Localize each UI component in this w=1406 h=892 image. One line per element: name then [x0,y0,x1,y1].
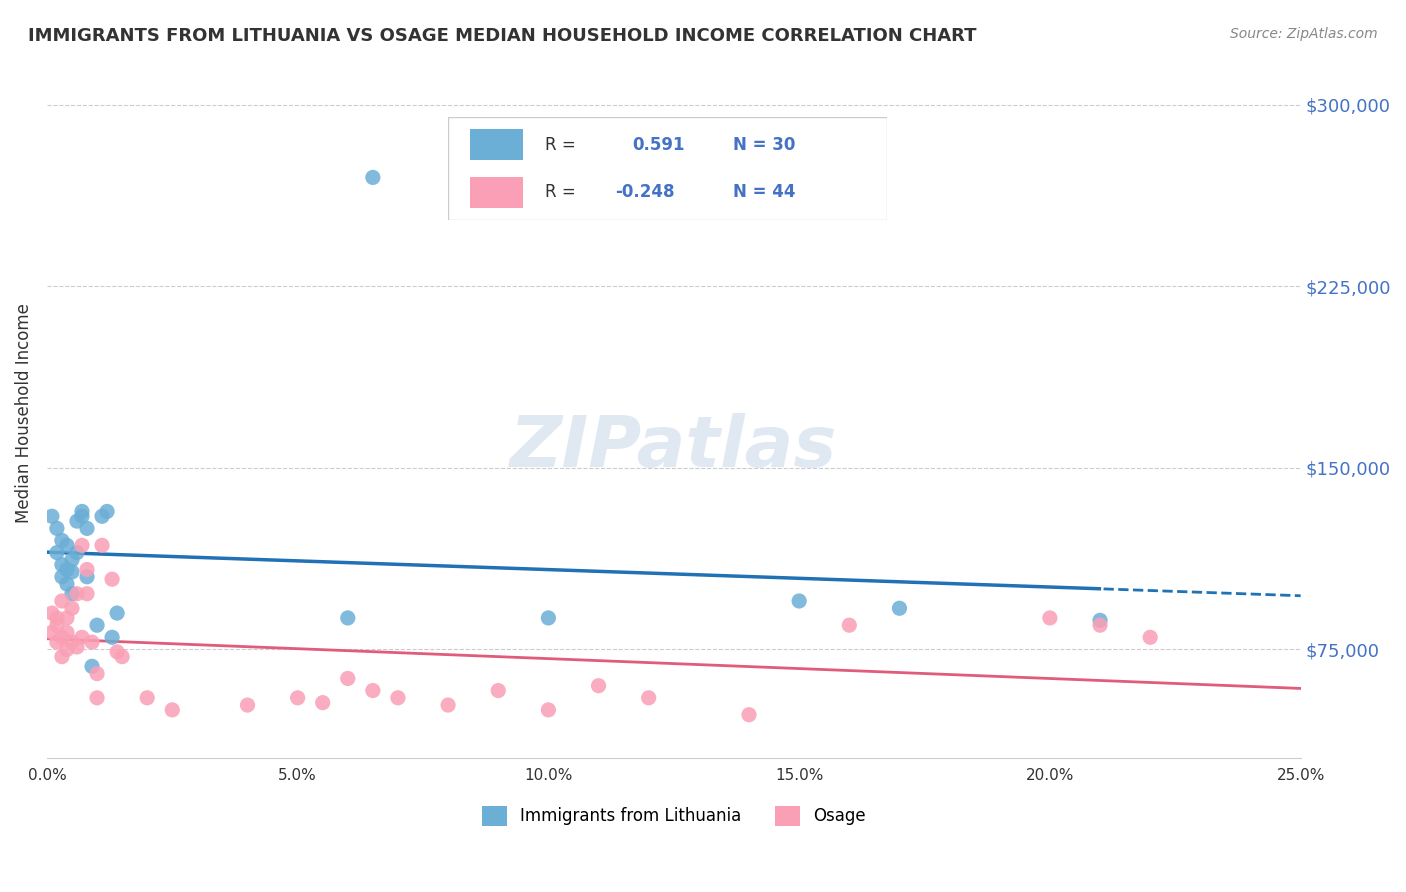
Point [105,645,128,659]
Point [60,635,83,649]
Point [80,635,103,649]
Point [437,698,460,712]
Text: IMMIGRANTS FROM LITHUANIA VS OSAGE MEDIAN HOUSEHOLD INCOME CORRELATION CHART: IMMIGRANTS FROM LITHUANIA VS OSAGE MEDIA… [28,27,977,45]
Point [56,562,79,576]
Point [336,672,359,686]
Point [51,594,73,608]
Point [45,635,67,649]
Point [60,601,83,615]
Point [41,625,63,640]
Point [76,570,98,584]
Point [51,533,73,548]
Point [838,618,860,632]
Point [66,514,89,528]
Point [787,594,810,608]
Point [361,170,384,185]
Point [60,553,83,567]
Point [66,545,89,559]
Point [387,690,409,705]
Point [537,703,560,717]
Point [86,666,108,681]
Point [136,690,159,705]
Point [56,538,79,552]
Point [162,703,184,717]
Point [41,509,63,524]
Point [76,562,98,576]
Point [91,509,114,524]
Point [336,611,359,625]
Point [70,504,93,518]
Point [56,611,79,625]
Point [1039,611,1062,625]
Point [105,606,128,620]
Point [1088,618,1111,632]
Point [70,538,93,552]
Point [70,509,93,524]
Point [1139,630,1161,644]
Point [80,659,103,673]
Point [312,696,335,710]
Point [537,611,560,625]
Point [70,630,93,644]
Point [86,618,108,632]
Point [51,570,73,584]
Point [51,630,73,644]
Point [637,690,659,705]
Point [101,630,124,644]
Point [889,601,911,615]
Point [287,690,309,705]
Legend: Immigrants from Lithuania, Osage: Immigrants from Lithuania, Osage [475,799,872,833]
Point [45,618,67,632]
Point [486,683,509,698]
Point [76,521,98,535]
Point [51,649,73,664]
Point [111,649,134,664]
Point [51,558,73,572]
Text: Source: ZipAtlas.com: Source: ZipAtlas.com [1230,27,1378,41]
Point [41,606,63,620]
Point [60,565,83,579]
Text: ZIPatlas: ZIPatlas [510,413,838,483]
Point [66,640,89,654]
Y-axis label: Median Household Income: Median Household Income [15,303,32,524]
Point [1088,613,1111,627]
Point [60,587,83,601]
Point [361,683,384,698]
Point [738,707,761,722]
Point [45,521,67,535]
Point [45,545,67,559]
Point [56,642,79,657]
Point [588,679,610,693]
Point [236,698,259,712]
Point [96,504,118,518]
Point [56,625,79,640]
Point [91,538,114,552]
Point [66,587,89,601]
Point [86,690,108,705]
Point [45,611,67,625]
Point [101,572,124,586]
Point [56,577,79,591]
Point [76,587,98,601]
